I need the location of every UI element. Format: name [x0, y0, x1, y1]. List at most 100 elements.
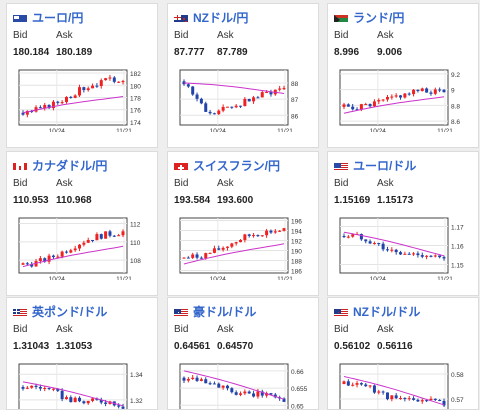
- candle-body: [278, 230, 282, 232]
- candle-body: [182, 81, 186, 85]
- y-tick-label: 87: [291, 97, 299, 104]
- candle-body: [265, 230, 269, 236]
- candle-body: [217, 110, 221, 115]
- candle-body: [429, 255, 433, 257]
- bid-value: 180.184: [13, 47, 50, 58]
- candle-body: [212, 113, 216, 115]
- currency-pair-link[interactable]: 豪ドル/ドル: [193, 304, 257, 319]
- candle-body: [273, 231, 277, 233]
- candle-body: [381, 391, 385, 393]
- candle-body: [186, 84, 190, 87]
- nz-flag-icon: [174, 12, 188, 22]
- candle-body: [191, 86, 195, 95]
- y-tick-label: 88: [291, 81, 299, 88]
- candle-body: [69, 96, 73, 98]
- x-tick-label: 10/24: [370, 276, 387, 280]
- bid-value: 0.56102: [334, 341, 371, 352]
- rate-card[interactable]: 英ポンド/ドル Bid Ask 1.31043 1.31053 1.34 1.32: [6, 297, 158, 410]
- ch-flag-icon: [174, 160, 188, 170]
- ask-label: Ask: [377, 30, 394, 41]
- candle-body: [56, 388, 60, 391]
- candle-body: [247, 98, 251, 102]
- candle-body: [34, 107, 38, 112]
- candle-body: [191, 377, 195, 379]
- candle-body: [256, 235, 260, 237]
- candle-body: [368, 104, 372, 107]
- rate-card[interactable]: 豪ドル/ドル Bid Ask 0.64561 0.64570 0.66 0.655 0.65: [167, 297, 319, 410]
- candle-body: [217, 248, 221, 250]
- price-chart: 1.17 1.16 1.15 10/24 11/21: [339, 217, 464, 280]
- currency-pair-link[interactable]: スイスフラン/円: [193, 158, 280, 173]
- candle-body: [394, 395, 398, 399]
- candle-body: [442, 257, 446, 259]
- moving-average-line: [343, 96, 445, 114]
- candle-body: [234, 105, 238, 108]
- bid-value: 1.15169: [334, 195, 371, 206]
- bid-label: Bid: [13, 30, 28, 41]
- x-tick-label: 11/21: [277, 276, 293, 280]
- card-title: ユーロ/ドル: [334, 157, 416, 173]
- candle-body: [108, 231, 112, 236]
- ask-value: 193.600: [217, 195, 254, 206]
- rate-card[interactable]: NZドル/円 Bid Ask 87.777 87.789 88 87 86 10/24 11/21: [167, 3, 319, 148]
- currency-pair-link[interactable]: カナダドル/円: [32, 158, 108, 173]
- y-tick-label: 8.6: [451, 119, 460, 126]
- candle-body: [99, 399, 103, 403]
- rate-card[interactable]: スイスフラン/円 Bid Ask 193.584 193.600 196 194 192 190…: [167, 151, 319, 296]
- candle-body: [117, 405, 121, 407]
- candle-body: [407, 93, 411, 95]
- candle-body: [265, 393, 269, 396]
- bid-value: 0.64561: [174, 341, 211, 352]
- ask-label: Ask: [377, 178, 394, 189]
- price-chart: 0.58 0.57: [339, 363, 464, 409]
- bid-value: 8.996: [334, 47, 360, 58]
- card-title: ユーロ/円: [13, 9, 83, 25]
- candle-body: [372, 101, 376, 107]
- candle-body: [433, 398, 437, 401]
- currency-pair-link[interactable]: NZドル/円: [193, 10, 249, 25]
- rate-card[interactable]: ランド/円 Bid Ask 8.996 9.006 9.2 9 8.8 8.6 10/24 11/2…: [327, 3, 479, 148]
- candle-body: [221, 247, 225, 250]
- rate-card[interactable]: ユーロ/円 Bid Ask 180.184 180.189 182 180 178 176 174…: [6, 3, 158, 148]
- moving-average-line: [343, 376, 445, 406]
- rate-card[interactable]: NZドル/ドル Bid Ask 0.56102 0.56116 0.58 0.57: [327, 297, 479, 410]
- candle-body: [243, 391, 247, 394]
- candle-body: [273, 394, 277, 398]
- candle-body: [121, 81, 125, 83]
- candle-body: [433, 89, 437, 94]
- currency-pair-link[interactable]: ユーロ/円: [32, 10, 84, 25]
- candle-body: [208, 111, 212, 114]
- candle-body: [412, 89, 416, 95]
- card-title: 豪ドル/ドル: [174, 303, 256, 319]
- ask-label: Ask: [56, 324, 73, 335]
- moving-average-line: [183, 243, 285, 265]
- rate-card[interactable]: カナダドル/円 Bid Ask 110.953 110.968 112 110 108 10/2…: [6, 151, 158, 296]
- candle-body: [252, 235, 256, 237]
- candle-body: [195, 254, 199, 258]
- y-tick-label: 1.17: [451, 225, 464, 232]
- candle-body: [204, 379, 208, 384]
- currency-pair-link[interactable]: NZドル/ドル: [353, 304, 421, 319]
- bid-label: Bid: [334, 324, 349, 335]
- currency-pair-link[interactable]: ユーロ/ドル: [353, 158, 417, 173]
- y-tick-label: 174: [130, 120, 141, 127]
- currency-pair-link[interactable]: 英ポンド/ドル: [32, 304, 108, 319]
- moving-average-line: [22, 96, 124, 114]
- candle-body: [381, 99, 385, 101]
- y-tick-label: 86: [291, 113, 299, 120]
- y-tick-label: 196: [291, 219, 302, 226]
- candle-body: [56, 101, 60, 103]
- candle-body: [112, 77, 116, 82]
- candle-body: [234, 242, 238, 244]
- y-tick-label: 1.15: [451, 262, 464, 269]
- ask-value: 110.968: [56, 195, 92, 206]
- card-title: 英ポンド/ドル: [13, 303, 107, 319]
- currency-pair-link[interactable]: ランド/円: [353, 10, 405, 25]
- x-tick-label: 10/24: [210, 128, 227, 132]
- candle-body: [43, 104, 47, 109]
- price-chart: 88 87 86 10/24 11/21: [179, 69, 299, 132]
- rate-card[interactable]: ユーロ/ドル Bid Ask 1.15169 1.15173 1.17 1.16 1.15 10…: [327, 151, 479, 296]
- candle-body: [252, 97, 256, 102]
- candle-body: [425, 400, 429, 402]
- candle-body: [86, 400, 90, 404]
